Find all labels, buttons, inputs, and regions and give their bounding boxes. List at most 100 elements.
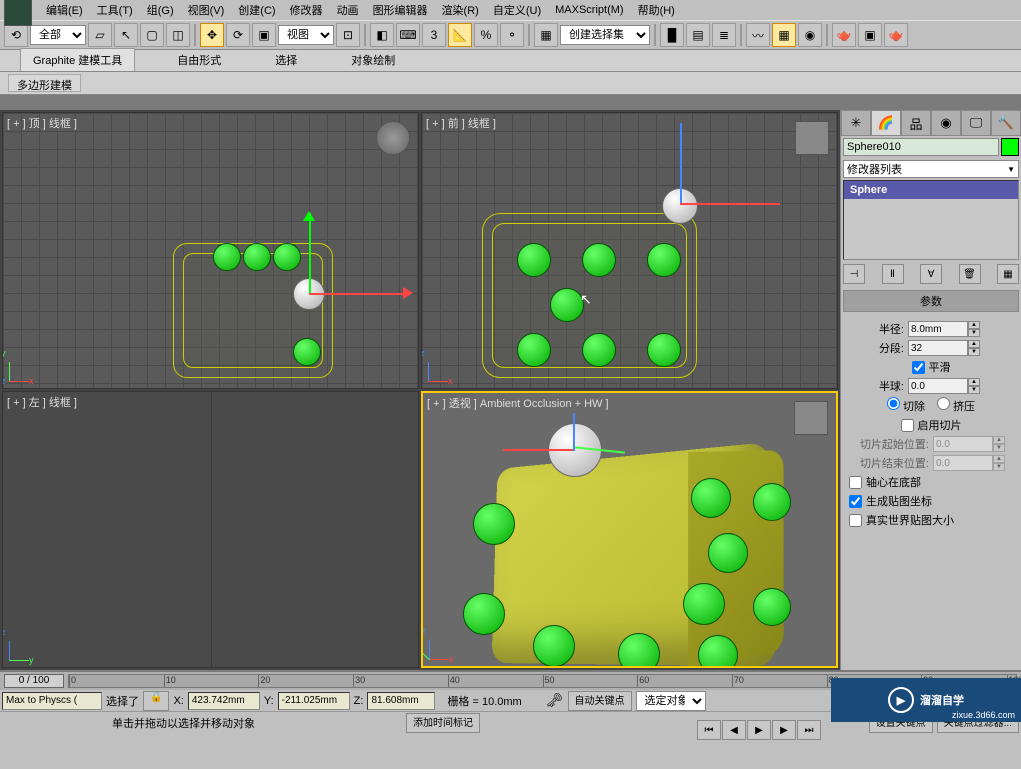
object-color-swatch[interactable]: [1001, 138, 1019, 156]
viewport-top[interactable]: [ + ] 顶 ] 线框 ] x y z: [2, 112, 419, 389]
viewcube-icon[interactable]: [795, 121, 829, 155]
viewcube-icon[interactable]: [376, 121, 410, 155]
sphere-obj[interactable]: [753, 588, 791, 626]
sphere-obj[interactable]: [691, 478, 731, 518]
snap-3-icon[interactable]: 3: [422, 23, 446, 47]
remove-mod-icon[interactable]: 🗑: [959, 264, 981, 284]
select-arrow-icon[interactable]: ↖: [114, 23, 138, 47]
create-tab-icon[interactable]: ✳: [841, 110, 871, 136]
squash-radio[interactable]: 挤压: [937, 397, 975, 414]
percent-snap-icon[interactable]: %: [474, 23, 498, 47]
keyboard-icon[interactable]: ⌨: [396, 23, 420, 47]
key-icon[interactable]: 🗝: [546, 692, 564, 709]
viewport-left[interactable]: [ + ] 左 ] 线框 ] y z: [2, 391, 419, 668]
sphere-obj[interactable]: [582, 243, 616, 277]
select-icon[interactable]: ▱: [88, 23, 112, 47]
sphere-obj[interactable]: [550, 288, 584, 322]
rollout-params-header[interactable]: 参数: [843, 290, 1019, 312]
ribbon-tab-paint[interactable]: 对象绘制: [339, 49, 407, 71]
hierarchy-tab-icon[interactable]: 品: [901, 110, 931, 136]
curve-editor-icon[interactable]: 〰: [746, 23, 770, 47]
sphere-obj[interactable]: [243, 243, 271, 271]
modifier-stack[interactable]: Sphere: [843, 180, 1019, 260]
modifier-list-dropdown[interactable]: 修改器列表: [843, 160, 1019, 178]
render-icon[interactable]: 🫖: [884, 23, 908, 47]
select-name-icon[interactable]: ▢: [140, 23, 164, 47]
utilities-tab-icon[interactable]: 🔨: [991, 110, 1021, 136]
app-logo-icon[interactable]: [4, 0, 32, 26]
sphere-obj[interactable]: [273, 243, 301, 271]
slice-on-checkbox[interactable]: [901, 419, 914, 432]
ribbon-tab-freeform[interactable]: 自由形式: [165, 49, 233, 71]
menu-tools[interactable]: 工具(T): [91, 0, 139, 20]
radius-spinner[interactable]: ▲▼: [908, 321, 1013, 337]
configure-sets-icon[interactable]: ▦: [997, 264, 1019, 284]
motion-tab-icon[interactable]: ◉: [931, 110, 961, 136]
gen-uv-checkbox[interactable]: [849, 495, 862, 508]
show-end-result-icon[interactable]: Ⅱ: [882, 264, 904, 284]
next-frame-icon[interactable]: ▶: [772, 720, 796, 740]
sphere-obj[interactable]: [463, 593, 505, 635]
make-unique-icon[interactable]: ∀: [920, 264, 942, 284]
sphere-obj[interactable]: [582, 333, 616, 367]
goto-start-icon[interactable]: ⏮: [697, 720, 721, 740]
menu-maxscript[interactable]: MAXScript(M): [549, 2, 629, 18]
menu-modifiers[interactable]: 修改器: [284, 0, 329, 20]
layers-icon[interactable]: ≣: [712, 23, 736, 47]
selection-filter-dropdown[interactable]: 全部: [30, 25, 86, 45]
maxscript-input[interactable]: [2, 692, 102, 710]
select-manip-icon[interactable]: ◧: [370, 23, 394, 47]
menu-animation[interactable]: 动画: [331, 0, 365, 20]
sphere-obj[interactable]: [618, 633, 660, 668]
sphere-obj[interactable]: [517, 243, 551, 277]
select-region-icon[interactable]: ◫: [166, 23, 190, 47]
smooth-checkbox[interactable]: [912, 361, 925, 374]
move-icon[interactable]: ✥: [200, 23, 224, 47]
stack-item-sphere[interactable]: Sphere: [844, 181, 1018, 199]
menu-edit[interactable]: 编辑(E): [40, 0, 89, 20]
viewport-front[interactable]: [ + ] 前 ] 线框 ] ↖ x z: [421, 112, 838, 389]
hemisphere-spinner[interactable]: ▲▼: [908, 378, 1013, 394]
scale-icon[interactable]: ▣: [252, 23, 276, 47]
real-world-checkbox[interactable]: [849, 514, 862, 527]
menu-customize[interactable]: 自定义(U): [487, 0, 547, 20]
menu-render[interactable]: 渲染(R): [436, 0, 485, 20]
align-icon[interactable]: ▤: [686, 23, 710, 47]
goto-end-icon[interactable]: ⏭: [797, 720, 821, 740]
schematic-icon[interactable]: ▦: [772, 23, 796, 47]
menu-group[interactable]: 组(G): [141, 0, 180, 20]
subtab-poly-modeling[interactable]: 多边形建模: [8, 74, 81, 92]
key-filter-dropdown[interactable]: 选定对象: [636, 691, 706, 711]
chop-radio[interactable]: 切除: [887, 397, 925, 414]
menu-graph-editors[interactable]: 图形编辑器: [367, 0, 434, 20]
pin-stack-icon[interactable]: ⊣: [843, 264, 865, 284]
sphere-obj[interactable]: [533, 625, 575, 667]
sphere-obj[interactable]: [293, 338, 321, 366]
spinner-snap-icon[interactable]: ⚬: [500, 23, 524, 47]
sphere-obj[interactable]: [753, 483, 791, 521]
sphere-obj[interactable]: [213, 243, 241, 271]
viewport-perspective[interactable]: [ + ] 透视 ] Ambient Occlusion + HW ] x z: [421, 391, 838, 668]
auto-key-button[interactable]: 自动关键点: [568, 691, 632, 711]
prev-frame-icon[interactable]: ◀: [722, 720, 746, 740]
add-time-tag-button[interactable]: 添加时间标记: [406, 713, 480, 733]
undo-icon[interactable]: ⟲: [4, 23, 28, 47]
angle-snap-icon[interactable]: 📐: [448, 23, 472, 47]
pivot-icon[interactable]: ⊡: [336, 23, 360, 47]
render-setup-icon[interactable]: 🫖: [832, 23, 856, 47]
play-icon[interactable]: ▶: [747, 720, 771, 740]
sphere-obj[interactable]: [473, 503, 515, 545]
sphere-obj[interactable]: [683, 583, 725, 625]
object-name-input[interactable]: [843, 138, 999, 156]
menu-create[interactable]: 创建(C): [232, 0, 281, 20]
viewcube-icon[interactable]: [794, 401, 828, 435]
lock-selection-icon[interactable]: 🔒: [143, 691, 169, 711]
render-frame-icon[interactable]: ▣: [858, 23, 882, 47]
segments-spinner[interactable]: ▲▼: [908, 340, 1013, 356]
time-slider[interactable]: 0 / 100: [4, 674, 64, 688]
z-coord-input[interactable]: [367, 692, 435, 710]
ref-coord-dropdown[interactable]: 视图: [278, 25, 334, 45]
y-coord-input[interactable]: [278, 692, 350, 710]
selection-set-dropdown[interactable]: 创建选择集: [560, 25, 650, 45]
material-icon[interactable]: ◉: [798, 23, 822, 47]
